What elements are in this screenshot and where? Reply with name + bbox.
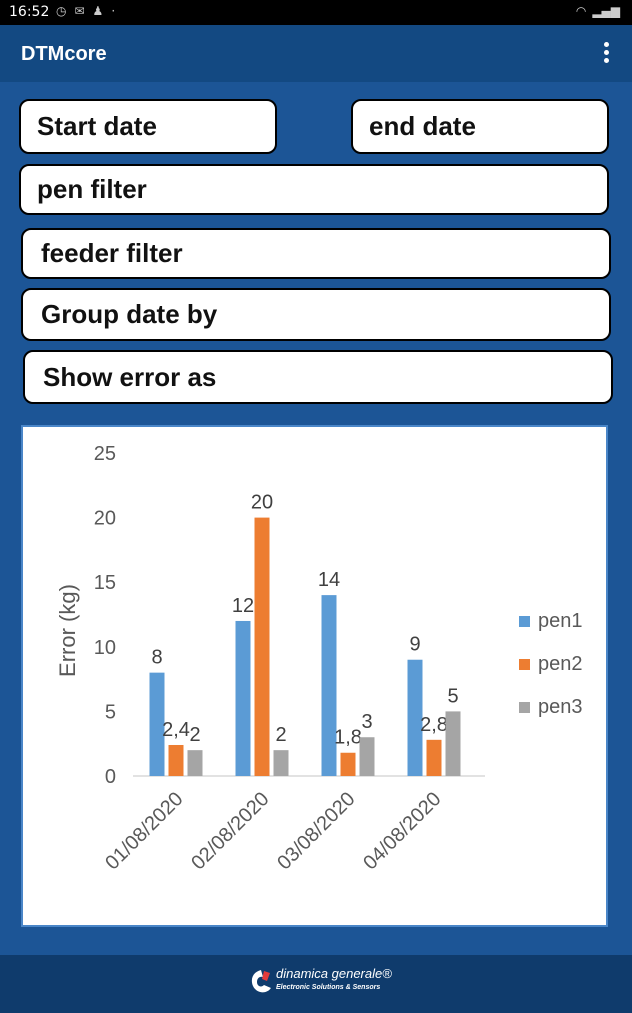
app-title: DTMcore [21, 43, 107, 65]
data-label-pen3: 2 [275, 724, 286, 746]
brand-name: dinamica generale® [276, 966, 392, 981]
bar-pen2 [168, 744, 184, 776]
y-axis-label: Error (kg) [55, 584, 80, 677]
y-tick-label: 20 [94, 508, 116, 530]
more-options-icon[interactable] [602, 42, 610, 68]
signal-icon: ▂▄▆ [592, 4, 620, 18]
wifi-icon: ◠ [575, 4, 587, 18]
show-error-as-label: Show error as [43, 361, 217, 392]
person-icon: ♟ [92, 4, 104, 18]
status-bar: 16:52 ◷ ✉ ♟ · ◠ ▂▄▆ [0, 0, 632, 25]
group-date-by-label: Group date by [41, 299, 218, 329]
brand-mark-icon [251, 970, 271, 993]
bar-pen3 [187, 750, 203, 776]
y-tick-label: 15 [94, 572, 116, 594]
end-date-label: end date [369, 111, 476, 141]
pen-filter-field[interactable]: pen filter [19, 164, 609, 215]
bar-pen1 [407, 659, 423, 776]
footer [0, 955, 632, 1013]
data-label-pen2: 2,4 [162, 719, 190, 741]
bar-pen1 [321, 595, 337, 776]
group-date-by-field[interactable]: Group date by [21, 288, 611, 341]
start-date-label: Start date [37, 111, 157, 141]
brand-logo: dinamica generale® Electronic Solutions … [248, 966, 392, 1000]
y-tick-label: 0 [105, 766, 116, 788]
bar-pen3 [273, 750, 289, 776]
data-label-pen3: 3 [361, 711, 372, 733]
y-tick-label: 25 [94, 443, 116, 465]
feeder-filter-field[interactable]: feeder filter [21, 228, 611, 279]
feeder-filter-label: feeder filter [41, 238, 183, 268]
x-tick-label: 04/08/2020 [359, 788, 445, 874]
brand-tagline: Electronic Solutions & Sensors [276, 984, 381, 991]
show-error-as-field[interactable]: Show error as [23, 350, 613, 404]
data-label-pen3: 2 [189, 724, 200, 746]
x-tick-label: 03/08/2020 [273, 788, 359, 874]
legend-label-pen2: pen2 [538, 653, 583, 675]
legend-swatch-pen2 [519, 659, 530, 670]
legend-swatch-pen3 [519, 702, 530, 713]
legend-label-pen3: pen3 [538, 696, 583, 718]
y-tick-label: 5 [105, 701, 116, 723]
bar-pen1 [149, 672, 165, 776]
data-label-pen3: 5 [447, 685, 458, 707]
notification-icons: ◷ ✉ ♟ · [56, 4, 115, 18]
error-chart: 0 5 10 15 20 25 Error (kg) 8 2,4 2 01/08/2020 12 20 2… [21, 425, 608, 927]
data-label-pen2: 1,8 [334, 727, 362, 749]
bar-pen2 [340, 752, 356, 776]
data-label-pen2: 20 [251, 492, 273, 514]
data-label-pen2: 2,8 [420, 714, 448, 736]
status-time: 16:52 [9, 4, 50, 20]
data-label-pen1: 12 [232, 595, 254, 617]
system-icons: ◠ ▂▄▆ [576, 4, 620, 18]
legend-swatch-pen1 [519, 616, 530, 627]
x-tick-label: 02/08/2020 [187, 788, 273, 874]
bar-pen2 [426, 739, 442, 776]
app-bar: DTMcore [0, 25, 632, 82]
y-tick-label: 10 [94, 637, 116, 659]
mail-icon: ✉ [74, 4, 85, 18]
data-label-pen1: 14 [318, 569, 340, 591]
x-tick-label: 01/08/2020 [101, 788, 187, 874]
bar-pen2 [254, 517, 270, 776]
bar-pen3 [359, 737, 375, 776]
start-date-field[interactable]: Start date [19, 99, 277, 154]
data-label-pen1: 9 [409, 634, 420, 656]
dot-icon: · [111, 4, 116, 18]
bar-pen1 [235, 620, 251, 776]
end-date-field[interactable]: end date [351, 99, 609, 154]
pen-filter-label: pen filter [37, 174, 147, 204]
legend-label-pen1: pen1 [538, 610, 583, 632]
bar-pen3 [445, 711, 461, 776]
clock-icon: ◷ [56, 4, 67, 18]
data-label-pen1: 8 [151, 647, 162, 669]
